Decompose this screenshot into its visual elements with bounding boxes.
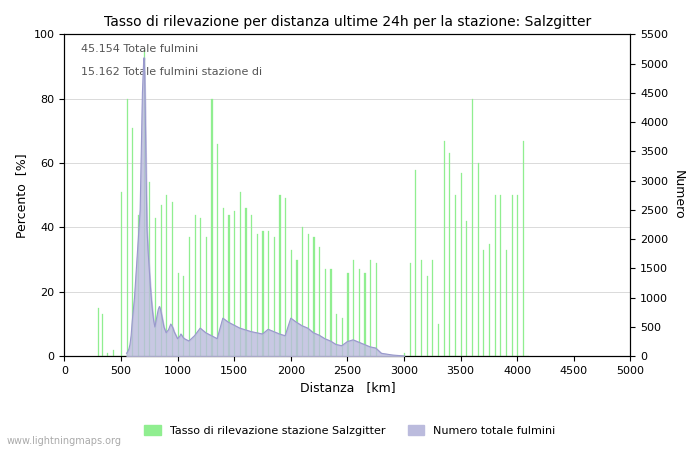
Bar <box>279 195 281 356</box>
Bar <box>319 247 320 356</box>
Bar <box>336 315 337 356</box>
Bar <box>144 50 145 356</box>
Bar <box>302 227 303 356</box>
Bar <box>206 237 207 356</box>
Bar <box>200 218 202 356</box>
Bar <box>404 353 405 356</box>
Legend: Tasso di rilevazione stazione Salzgitter, Numero totale fulmini: Tasso di rilevazione stazione Salzgitter… <box>140 420 560 440</box>
Bar <box>268 231 270 356</box>
Bar <box>217 144 218 356</box>
Bar <box>376 263 377 356</box>
Bar <box>234 212 235 356</box>
Bar <box>166 195 167 356</box>
Bar <box>347 273 349 356</box>
Bar <box>113 350 114 356</box>
Bar <box>523 140 524 356</box>
Bar <box>274 237 275 356</box>
Bar <box>183 276 184 356</box>
Bar <box>155 218 156 356</box>
Bar <box>160 205 162 356</box>
Bar <box>438 324 439 356</box>
Bar <box>211 99 213 356</box>
Bar <box>455 195 456 356</box>
Bar <box>517 195 519 356</box>
Bar <box>506 250 507 356</box>
X-axis label: Distanza   [km]: Distanza [km] <box>300 382 395 395</box>
Bar <box>189 237 190 356</box>
Bar <box>132 128 134 356</box>
Bar <box>228 215 230 356</box>
Text: www.lightningmaps.org: www.lightningmaps.org <box>7 436 122 446</box>
Bar <box>98 308 99 356</box>
Bar <box>172 202 173 356</box>
Bar <box>410 263 411 356</box>
Bar <box>149 182 150 356</box>
Bar <box>495 195 496 356</box>
Bar <box>121 192 122 356</box>
Bar <box>353 260 354 356</box>
Bar <box>107 353 108 356</box>
Bar <box>489 243 490 356</box>
Text: 45.154 Totale fulmini: 45.154 Totale fulmini <box>81 44 199 54</box>
Title: Tasso di rilevazione per distanza ultime 24h per la stazione: Salzgitter: Tasso di rilevazione per distanza ultime… <box>104 15 591 29</box>
Bar <box>421 260 422 356</box>
Bar <box>102 315 103 356</box>
Bar <box>500 195 501 356</box>
Text: 15.162 Totale fulmini stazione di: 15.162 Totale fulmini stazione di <box>81 67 262 76</box>
Bar <box>415 170 416 356</box>
Bar <box>240 192 241 356</box>
Bar <box>427 276 428 356</box>
Bar <box>483 250 484 356</box>
Bar <box>296 260 297 356</box>
Y-axis label: Percento  [%]: Percento [%] <box>15 153 28 238</box>
Bar <box>358 269 360 356</box>
Bar <box>308 234 309 356</box>
Bar <box>330 269 332 356</box>
Bar <box>251 215 252 356</box>
Bar <box>262 231 264 356</box>
Bar <box>257 234 258 356</box>
Bar <box>325 269 326 356</box>
Bar <box>472 99 473 356</box>
Bar <box>290 250 292 356</box>
Bar <box>461 173 462 356</box>
Bar <box>449 153 450 356</box>
Bar <box>138 215 139 356</box>
Bar <box>466 221 468 356</box>
Bar <box>477 163 479 356</box>
Bar <box>370 260 371 356</box>
Bar <box>342 318 343 356</box>
Y-axis label: Numero: Numero <box>672 171 685 220</box>
Bar <box>223 208 224 356</box>
Bar <box>285 198 286 356</box>
